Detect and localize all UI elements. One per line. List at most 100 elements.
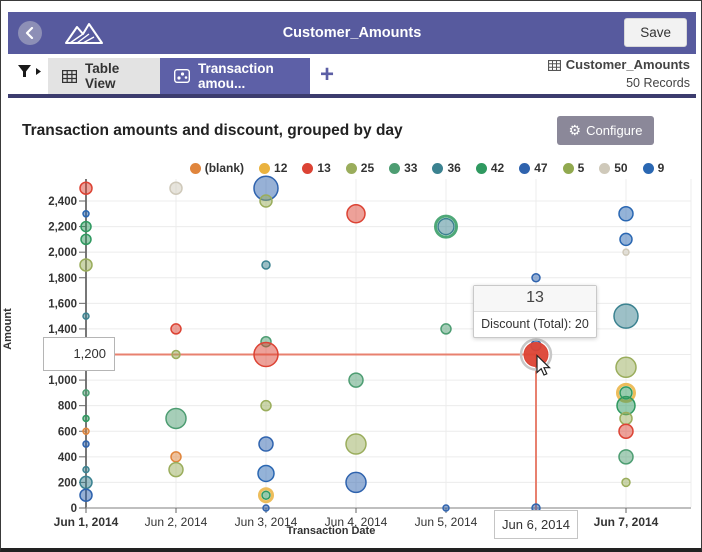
data-point[interactable] <box>80 233 92 246</box>
legend-item[interactable]: 5 <box>562 161 584 175</box>
data-point[interactable] <box>613 303 639 329</box>
x-tick-label: Jun 4, 2014 <box>325 515 388 529</box>
legend-label: 33 <box>404 161 418 175</box>
data-point[interactable] <box>531 273 541 283</box>
data-point[interactable] <box>258 436 274 452</box>
data-point[interactable] <box>260 399 272 412</box>
legend-label: 12 <box>274 161 288 175</box>
data-point[interactable] <box>619 232 633 247</box>
legend-label: 25 <box>360 161 375 175</box>
legend-item[interactable]: (blank) <box>189 161 245 175</box>
data-point[interactable] <box>442 504 450 512</box>
legend-item[interactable]: 12 <box>259 161 287 175</box>
data-point[interactable] <box>82 440 90 448</box>
legend-dot-icon <box>642 162 654 174</box>
scatter-chart-icon <box>174 69 190 83</box>
data-point[interactable] <box>440 323 452 335</box>
data-point[interactable] <box>168 461 184 478</box>
add-tab-button[interactable]: + <box>320 61 335 88</box>
tab-transaction-chart[interactable]: Transaction amou... <box>160 58 310 94</box>
legend-dot-icon <box>302 162 314 174</box>
data-point[interactable] <box>619 411 633 426</box>
data-point[interactable] <box>261 490 271 500</box>
legend-label: 36 <box>447 161 461 175</box>
filter-button[interactable] <box>17 64 42 79</box>
data-point[interactable] <box>79 258 93 272</box>
configure-button[interactable]: ⚙ Configure <box>557 116 654 145</box>
tab-table-view[interactable]: Table View <box>48 58 160 94</box>
chart-title: Transaction amounts and discount, groupe… <box>22 122 403 139</box>
data-point[interactable] <box>79 181 93 195</box>
legend-dot-icon <box>475 162 487 174</box>
data-point[interactable] <box>80 220 92 233</box>
data-point[interactable] <box>437 217 455 236</box>
data-point[interactable] <box>79 475 93 490</box>
data-point[interactable] <box>262 504 270 512</box>
data-point[interactable] <box>622 248 630 256</box>
dataset-name: Customer_Amounts <box>565 57 690 72</box>
legend-item[interactable]: 50 <box>599 161 628 175</box>
legend-dot-icon <box>389 162 401 174</box>
data-point[interactable] <box>345 471 367 494</box>
legend-item[interactable]: 25 <box>345 161 375 175</box>
legend-item[interactable]: 13 <box>302 161 331 175</box>
x-axis-title: Transaction Date <box>286 525 376 537</box>
configure-label: Configure <box>586 123 643 138</box>
legend-dot-icon <box>519 162 531 174</box>
data-point[interactable] <box>82 414 90 423</box>
legend-item[interactable]: 9 <box>642 161 664 175</box>
filter-icon <box>18 65 31 77</box>
data-point[interactable] <box>79 488 93 502</box>
y-axis-title: Amount <box>2 308 14 350</box>
data-point[interactable] <box>346 204 366 224</box>
legend-item[interactable]: 42 <box>475 161 504 175</box>
legend-dot-icon <box>562 162 574 174</box>
tooltip: 13 Discount (Total): 20 <box>473 285 597 338</box>
data-point[interactable] <box>82 210 90 218</box>
legend-label: 47 <box>534 161 548 175</box>
table-grid-icon <box>62 69 77 83</box>
data-point[interactable] <box>170 451 182 463</box>
y-tick-label: 400 <box>58 452 77 464</box>
data-point[interactable] <box>170 323 182 335</box>
data-point[interactable] <box>348 372 364 388</box>
legend-item[interactable]: 33 <box>389 161 417 175</box>
data-point[interactable] <box>621 477 631 488</box>
data-point-ring <box>258 487 274 504</box>
x-tick-label: Jun 7, 2014 <box>594 515 659 529</box>
y-tick-label: 600 <box>58 426 77 438</box>
data-point[interactable] <box>618 206 634 222</box>
y-tick-label: 1,000 <box>48 375 77 387</box>
legend-dot-icon <box>259 162 271 174</box>
legend-label: 50 <box>614 161 628 175</box>
data-point[interactable] <box>169 181 183 195</box>
data-point[interactable] <box>618 449 634 465</box>
data-point[interactable] <box>618 423 634 439</box>
data-point[interactable] <box>345 433 367 455</box>
data-point[interactable] <box>82 427 90 435</box>
legend-item[interactable]: 36 <box>432 161 461 175</box>
legend-label: (blank) <box>204 161 245 175</box>
data-point[interactable] <box>165 407 187 430</box>
data-point[interactable] <box>82 312 90 320</box>
x-tick-label: Jun 5, 2014 <box>415 515 478 529</box>
save-button[interactable]: Save <box>624 18 687 47</box>
data-point[interactable] <box>171 349 181 360</box>
back-button[interactable] <box>18 21 42 45</box>
back-arrow-icon <box>25 27 34 39</box>
x-tick-label: Jun 3, 2014 <box>235 515 298 529</box>
data-point[interactable] <box>261 260 271 270</box>
data-point[interactable] <box>253 341 279 368</box>
data-point[interactable] <box>257 464 275 483</box>
data-point[interactable] <box>615 356 637 379</box>
data-point[interactable] <box>82 465 90 474</box>
tab-underline <box>8 94 696 98</box>
y-tick-label: 200 <box>58 477 77 489</box>
y-tick-label: 1,600 <box>48 298 77 310</box>
data-point[interactable] <box>259 194 273 208</box>
legend-item[interactable]: 47 <box>519 161 548 175</box>
data-point[interactable] <box>82 389 90 397</box>
x-tick-label: Jun 2, 2014 <box>145 515 208 529</box>
